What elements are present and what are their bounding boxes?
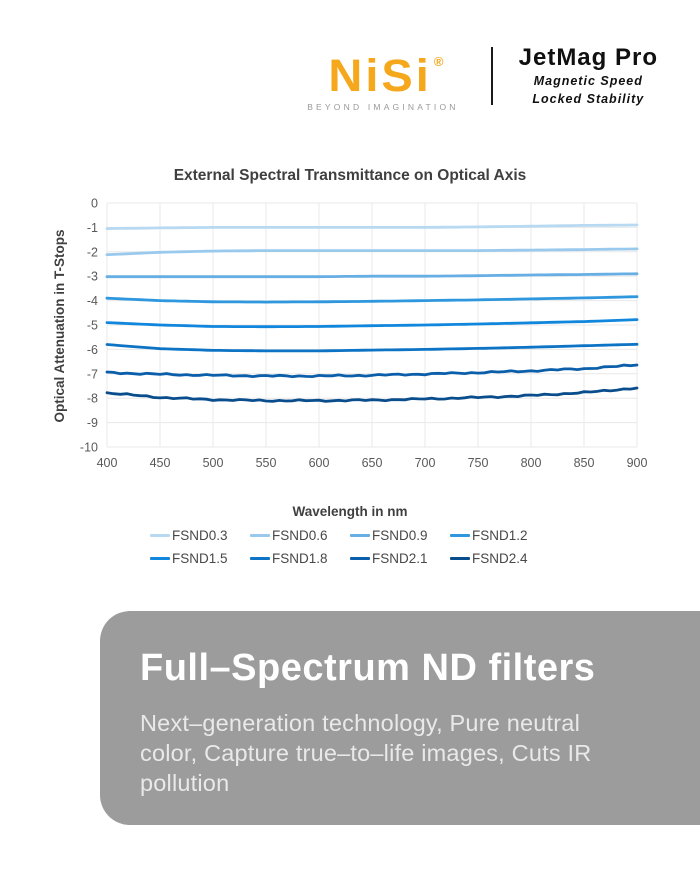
x-tick-label: 800 [521,456,542,470]
product-banner: Full–Spectrum ND filters Next–generation… [100,611,700,825]
legend-grid: FSND0.3 FSND0.6 FSND0.9 FSND1.2 FSND1.5 FSND1… [150,528,550,566]
header-divider [490,47,493,105]
header: NiSi ® BEYOND IMAGINATION JetMag Pro Magn… [0,40,658,112]
legend-item-FSND1.2: FSND1.2 [450,528,550,543]
y-tick-label: -10 [80,441,98,455]
legend-label: FSND1.2 [472,528,528,543]
y-tick-label: -2 [87,245,98,259]
legend-swatch [450,557,470,560]
legend-item-FSND0.6: FSND0.6 [250,528,350,543]
legend-label: FSND0.6 [272,528,328,543]
legend-swatch [250,534,270,537]
y-tick-label: -7 [87,367,98,381]
nisi-wordmark: NiSi [328,49,432,101]
nisi-logo-text: NiSi ® [328,41,444,98]
x-tick-label: 650 [362,456,383,470]
x-tick-label: 700 [415,456,436,470]
product-sub-line1: Magnetic Speed [533,73,643,88]
banner-description: Next–generation technology, Pure neutral… [140,710,592,797]
product-subtitle: Magnetic Speed Locked Stability [532,72,644,108]
legend-swatch [350,534,370,537]
legend-swatch [250,557,270,560]
banner-title: Full–Spectrum ND filters [140,647,596,689]
y-tick-label: -6 [87,343,98,357]
product-name: JetMag Pro [518,43,658,71]
series-line-FSND0.9 [105,272,639,279]
legend-label: FSND0.9 [372,528,428,543]
x-tick-label: 900 [627,456,648,470]
series-line-FSND1.8 [105,342,639,353]
y-tick-label: -8 [87,392,98,406]
legend-item-FSND0.9: FSND0.9 [350,528,450,543]
nisi-logo: NiSi ® BEYOND IMAGINATION [307,40,464,112]
x-axis-label: Wavelength in nm [292,504,408,519]
x-tick-label: 500 [203,456,224,470]
legend-item-FSND1.8: FSND1.8 [250,551,350,566]
y-tick-label: -3 [87,270,98,284]
y-tick-label: -9 [87,416,98,430]
legend-label: FSND2.1 [372,551,428,566]
product-sub-line2: Locked Stability [532,92,645,106]
series-line-FSND0.3 [105,223,639,230]
x-tick-label: 400 [97,456,118,470]
x-tick-label: 550 [256,456,277,470]
chart-title: External Spectral Transmittance on Optic… [173,167,527,184]
legend-item-FSND2.1: FSND2.1 [350,551,450,566]
legend-swatch [450,534,470,537]
y-tick-label: 0 [91,197,98,211]
series-line-FSND2.1 [105,363,639,379]
series-line-FSND1.5 [105,318,639,329]
x-tick-label: 850 [574,456,595,470]
x-tick-label: 450 [150,456,171,470]
series-line-FSND1.2 [105,295,639,304]
legend-label: FSND0.3 [172,528,228,543]
chart-wrap: 0 -1 -2 -3 -4 -5 -6 -7 -8 -9 -10 400 450 500 550 600 650… [52,192,652,489]
legend-item-FSND0.3: FSND0.3 [150,528,250,543]
series-line-FSND0.6 [105,247,639,257]
y-tick-label: -4 [87,294,98,308]
x-tick-label: 600 [309,456,330,470]
legend-label: FSND1.5 [172,551,228,566]
chart-legend: FSND0.3 FSND0.6 FSND0.9 FSND1.2 FSND1.5 FSND1… [0,528,700,566]
legend-label: FSND1.8 [272,551,328,566]
series-line-FSND2.4 [105,386,639,403]
legend-swatch [350,557,370,560]
legend-swatch [150,534,170,537]
nisi-tagline: BEYOND IMAGINATION [307,102,459,112]
y-tick-label: -5 [87,319,98,333]
registered-trademark-icon: ® [433,54,444,69]
legend-swatch [150,557,170,560]
y-tick-label: -1 [87,221,98,235]
legend-label: FSND2.4 [472,551,528,566]
legend-item-FSND2.4: FSND2.4 [450,551,550,566]
x-tick-label: 750 [468,456,489,470]
product-block: JetMag Pro Magnetic Speed Locked Stabili… [519,44,658,108]
legend-item-FSND1.5: FSND1.5 [150,551,250,566]
